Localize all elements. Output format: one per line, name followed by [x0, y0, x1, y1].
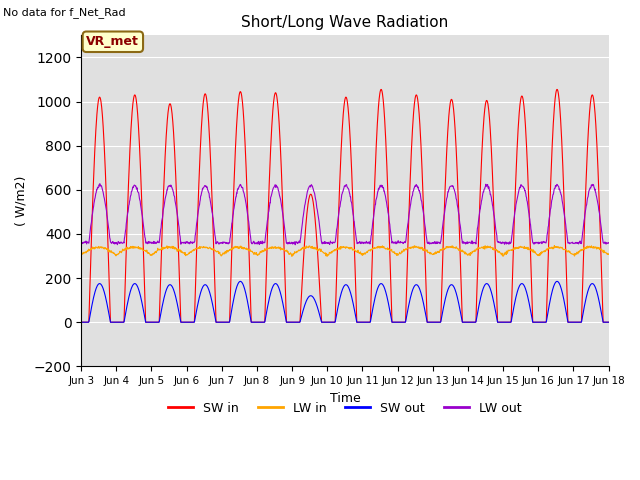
SW in	[182, 319, 189, 325]
LW out	[77, 240, 85, 245]
SW out	[543, 319, 550, 325]
SW in	[195, 192, 202, 198]
Text: VR_met: VR_met	[86, 35, 140, 48]
SW in	[605, 319, 612, 325]
SW out	[496, 319, 504, 325]
LW in	[195, 245, 202, 251]
SW out	[77, 319, 85, 325]
SW out	[254, 319, 262, 325]
SW out	[236, 278, 244, 284]
Line: LW out: LW out	[81, 184, 609, 245]
SW in	[77, 319, 85, 325]
LW in	[288, 253, 296, 259]
SW in	[543, 318, 550, 324]
Y-axis label: ( W/m2): ( W/m2)	[15, 176, 28, 226]
LW out	[543, 237, 550, 243]
LW out	[605, 240, 612, 246]
LW in	[182, 253, 189, 259]
SW in	[377, 86, 385, 92]
SW in	[427, 319, 435, 325]
LW in	[543, 246, 550, 252]
Title: Short/Long Wave Radiation: Short/Long Wave Radiation	[241, 15, 449, 30]
LW in	[77, 252, 85, 257]
Legend: SW in, LW in, SW out, LW out: SW in, LW in, SW out, LW out	[163, 396, 526, 420]
Text: No data for f_Net_Rad: No data for f_Net_Rad	[3, 7, 126, 18]
SW out	[182, 319, 189, 325]
LW out	[96, 181, 104, 187]
LW in	[253, 252, 261, 258]
LW in	[605, 252, 612, 257]
SW in	[496, 319, 504, 325]
Line: LW in: LW in	[81, 246, 609, 256]
LW in	[496, 250, 504, 256]
SW out	[605, 319, 612, 325]
LW out	[195, 205, 203, 211]
LW out	[182, 240, 190, 246]
Line: SW in: SW in	[81, 89, 609, 322]
LW in	[427, 251, 435, 256]
LW in	[550, 243, 558, 249]
Line: SW out: SW out	[81, 281, 609, 322]
SW out	[427, 319, 435, 325]
X-axis label: Time: Time	[330, 392, 360, 405]
LW out	[291, 242, 299, 248]
LW out	[254, 240, 262, 246]
LW out	[428, 241, 435, 247]
SW out	[195, 299, 202, 304]
SW in	[253, 319, 261, 325]
LW out	[496, 239, 504, 245]
